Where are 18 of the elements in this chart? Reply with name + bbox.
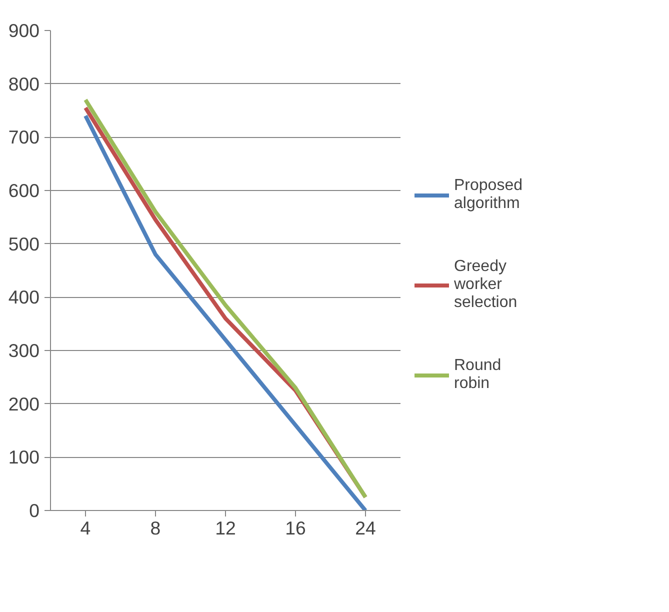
y-tick-label: 400 xyxy=(8,286,40,308)
y-tick-label: 900 xyxy=(8,20,40,41)
y-tick-label: 300 xyxy=(8,340,40,361)
y-tick-label: 700 xyxy=(8,126,40,148)
x-tick-label: 16 xyxy=(285,518,306,538)
legend-label: Greedy worker selection xyxy=(454,258,518,312)
y-tick-label: 0 xyxy=(29,500,40,521)
x-tick-label: 12 xyxy=(215,518,236,538)
legend-label: Round robin xyxy=(454,357,502,393)
y-tick-label: 100 xyxy=(8,446,40,468)
legend-label: Proposed algorithm xyxy=(454,177,522,213)
x-tick-label: 8 xyxy=(150,518,161,538)
x-tick-label: 4 xyxy=(80,518,91,538)
x-tick-label: 24 xyxy=(355,518,376,538)
y-tick-label: 200 xyxy=(8,393,40,414)
y-tick-label: 500 xyxy=(8,233,40,254)
y-tick-label: 600 xyxy=(8,180,40,201)
y-tick-label: 800 xyxy=(8,73,40,94)
